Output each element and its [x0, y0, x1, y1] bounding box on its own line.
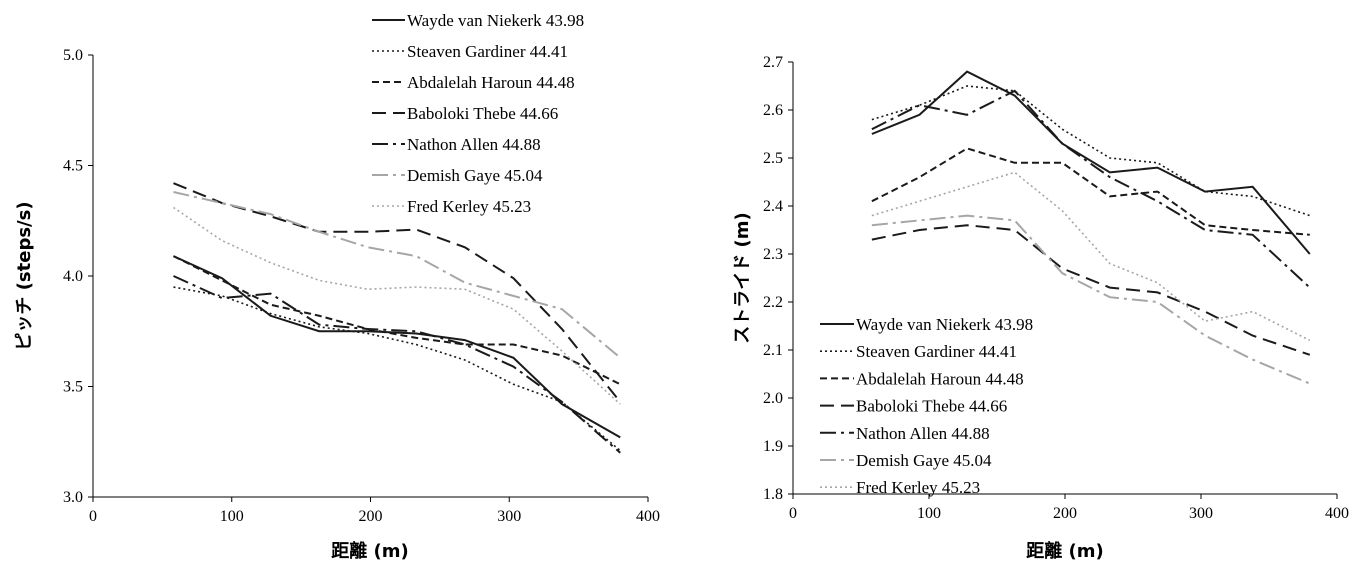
legend-label: Nathon Allen 44.88	[407, 135, 541, 154]
y-tick-label: 2.5	[763, 150, 783, 167]
stride-series-lines	[871, 70, 1311, 385]
series-line-1	[173, 255, 621, 439]
stride-y-axis-title: ストライド (m)	[732, 212, 753, 343]
legend-label: Baboloki Thebe 44.66	[407, 104, 558, 123]
stride-x-ticks: 0 100 200 300 400	[789, 494, 1349, 522]
legend-label: Fred Kerley 45.23	[407, 197, 531, 216]
legend-label: Wayde van Niekerk 43.98	[407, 11, 584, 30]
y-tick-label: 2.7	[763, 54, 783, 71]
legend-label: Abdalelah Haroun 44.48	[856, 369, 1024, 388]
series-line-6	[173, 191, 621, 359]
x-tick-label: 200	[359, 508, 383, 525]
legend-label: Wayde van Niekerk 43.98	[856, 315, 1033, 334]
y-tick-label: 2.4	[763, 198, 783, 215]
x-tick-label: 100	[220, 508, 244, 525]
series-line-5	[871, 89, 1311, 289]
y-tick-label: 1.9	[763, 438, 783, 455]
x-tick-label: 400	[636, 508, 660, 525]
series-line-2	[173, 286, 621, 452]
chart-stride: 1.8 1.9 2.0 2.1 2.2 2.3 2.4 2.5 2.6 2.7 0 100 200 30…	[732, 54, 1349, 562]
x-tick-label: 300	[1189, 505, 1213, 522]
series-line-7	[173, 206, 621, 405]
series-line-7	[871, 171, 1311, 342]
legend-label: Baboloki Thebe 44.66	[856, 397, 1007, 416]
legend-label: Steaven Gardiner 44.41	[407, 42, 568, 61]
series-line-4	[871, 224, 1311, 356]
y-tick-label: 1.8	[763, 486, 783, 503]
legend-label: Abdalelah Haroun 44.48	[407, 73, 575, 92]
pitch-y-ticks: 3.0 3.5 4.0 4.5 5.0	[63, 47, 93, 506]
series-line-6	[871, 214, 1311, 385]
y-tick-label: 4.5	[63, 158, 83, 175]
x-tick-label: 100	[917, 505, 941, 522]
y-tick-label: 2.1	[763, 342, 783, 359]
y-tick-label: 2.6	[763, 102, 783, 119]
stride-x-axis-title: 距離 (m)	[1026, 540, 1103, 562]
series-line-3	[871, 147, 1310, 236]
pitch-x-axis-title: 距離 (m)	[331, 540, 408, 562]
x-tick-label: 400	[1325, 505, 1349, 522]
pitch-x-ticks: 0 100 200 300 400	[89, 497, 660, 525]
series-line-1	[871, 70, 1311, 255]
x-tick-label: 300	[497, 508, 521, 525]
pitch-legend: Wayde van Niekerk 43.98 Steaven Gardiner …	[372, 11, 584, 216]
y-tick-label: 2.3	[763, 246, 783, 263]
legend-label: Demish Gaye 45.04	[407, 166, 543, 185]
legend-label: Nathon Allen 44.88	[856, 424, 990, 443]
stride-y-ticks: 1.8 1.9 2.0 2.1 2.2 2.3 2.4 2.5 2.6 2.7	[763, 54, 793, 503]
y-tick-label: 3.5	[63, 379, 83, 396]
chart-pitch: 3.0 3.5 4.0 4.5 5.0 0 100 200 300 400 距離 (m) ピッチ…	[14, 11, 660, 562]
series-line-5	[173, 275, 621, 454]
x-tick-label: 0	[89, 508, 97, 525]
y-tick-label: 4.0	[63, 268, 83, 285]
legend-label: Fred Kerley 45.23	[856, 478, 980, 497]
x-tick-label: 0	[789, 505, 797, 522]
x-tick-label: 200	[1053, 505, 1077, 522]
y-tick-label: 2.2	[763, 294, 783, 311]
legend-label: Steaven Gardiner 44.41	[856, 342, 1017, 361]
y-tick-label: 2.0	[763, 390, 783, 407]
legend-label: Demish Gaye 45.04	[856, 451, 992, 470]
stride-legend: Wayde van Niekerk 43.98 Steaven Gardiner …	[820, 315, 1033, 497]
series-line-3	[173, 255, 621, 386]
y-tick-label: 5.0	[63, 47, 83, 64]
pitch-series-lines	[173, 182, 622, 454]
pitch-y-axis-title: ピッチ (steps/s)	[14, 201, 35, 350]
y-tick-label: 3.0	[63, 489, 83, 506]
series-line-2	[871, 85, 1311, 217]
